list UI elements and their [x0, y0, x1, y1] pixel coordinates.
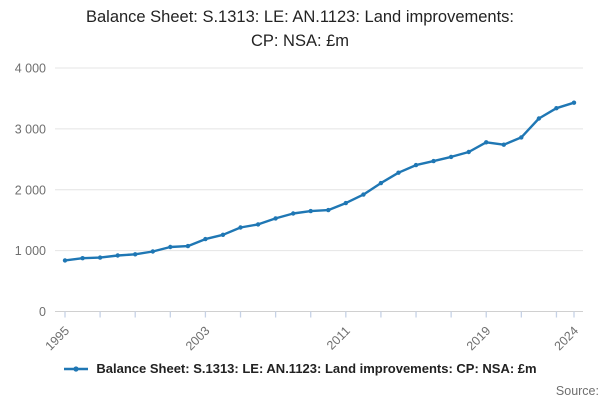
- data-point-marker[interactable]: [501, 142, 506, 147]
- source-note: Source:: [555, 384, 599, 398]
- data-point-marker[interactable]: [431, 158, 436, 164]
- data-point-marker[interactable]: [168, 244, 173, 250]
- chart-title-line-2: CP: NSA: £m: [250, 31, 350, 50]
- data-point-marker[interactable]: [554, 106, 559, 111]
- data-point-marker[interactable]: [571, 100, 577, 105]
- data-point-marker[interactable]: [396, 170, 401, 175]
- data-point-marker[interactable]: [220, 232, 226, 237]
- data-point-marker[interactable]: [484, 140, 489, 145]
- data-point-marker[interactable]: [291, 211, 296, 216]
- legend-label: Balance Sheet: S.1313: LE: AN.1123: Land…: [96, 361, 537, 376]
- data-point-marker[interactable]: [255, 222, 261, 227]
- data-point-marker[interactable]: [80, 256, 85, 261]
- data-point-marker[interactable]: [466, 149, 471, 155]
- data-point-marker[interactable]: [378, 180, 384, 186]
- y-tick-label: 3 000: [15, 122, 46, 136]
- legend-line-marker-icon: [64, 365, 89, 372]
- data-point-marker[interactable]: [185, 243, 191, 249]
- x-tick-label: 2019: [464, 324, 494, 354]
- data-point-marker[interactable]: [133, 252, 138, 257]
- x-tick-label: 2011: [324, 324, 353, 353]
- legend-item[interactable]: Balance Sheet: S.1313: LE: AN.1123: Land…: [0, 361, 600, 376]
- data-point-marker[interactable]: [238, 225, 243, 230]
- data-point-marker[interactable]: [97, 255, 103, 260]
- data-point-marker[interactable]: [150, 249, 155, 254]
- data-point-marker[interactable]: [273, 216, 278, 221]
- data-point-marker[interactable]: [519, 135, 524, 140]
- data-point-marker[interactable]: [361, 192, 366, 197]
- y-tick-label: 4 000: [15, 62, 46, 76]
- data-point-marker[interactable]: [308, 208, 313, 214]
- y-tick-label: 0: [39, 305, 46, 319]
- x-tick-label: 1995: [43, 324, 73, 354]
- series-line[interactable]: [63, 101, 576, 262]
- chart-title-line-1: Balance Sheet: S.1313: LE: AN.1123: Land…: [85, 8, 515, 26]
- data-point-marker[interactable]: [343, 200, 348, 206]
- data-point-marker[interactable]: [326, 207, 331, 213]
- data-point-marker[interactable]: [62, 258, 68, 263]
- data-point-marker[interactable]: [115, 253, 120, 258]
- data-point-marker[interactable]: [203, 236, 208, 242]
- y-tick-label: 2 000: [15, 183, 46, 197]
- x-tick-label: 2003: [183, 324, 213, 354]
- data-point-marker[interactable]: [536, 116, 542, 121]
- data-point-marker[interactable]: [448, 154, 454, 160]
- data-point-marker[interactable]: [413, 162, 419, 168]
- chart-title: Balance Sheet: S.1313: LE: AN.1123: Land…: [0, 6, 600, 54]
- y-tick-label: 1 000: [15, 244, 46, 258]
- x-tick-label: 2024: [552, 324, 582, 354]
